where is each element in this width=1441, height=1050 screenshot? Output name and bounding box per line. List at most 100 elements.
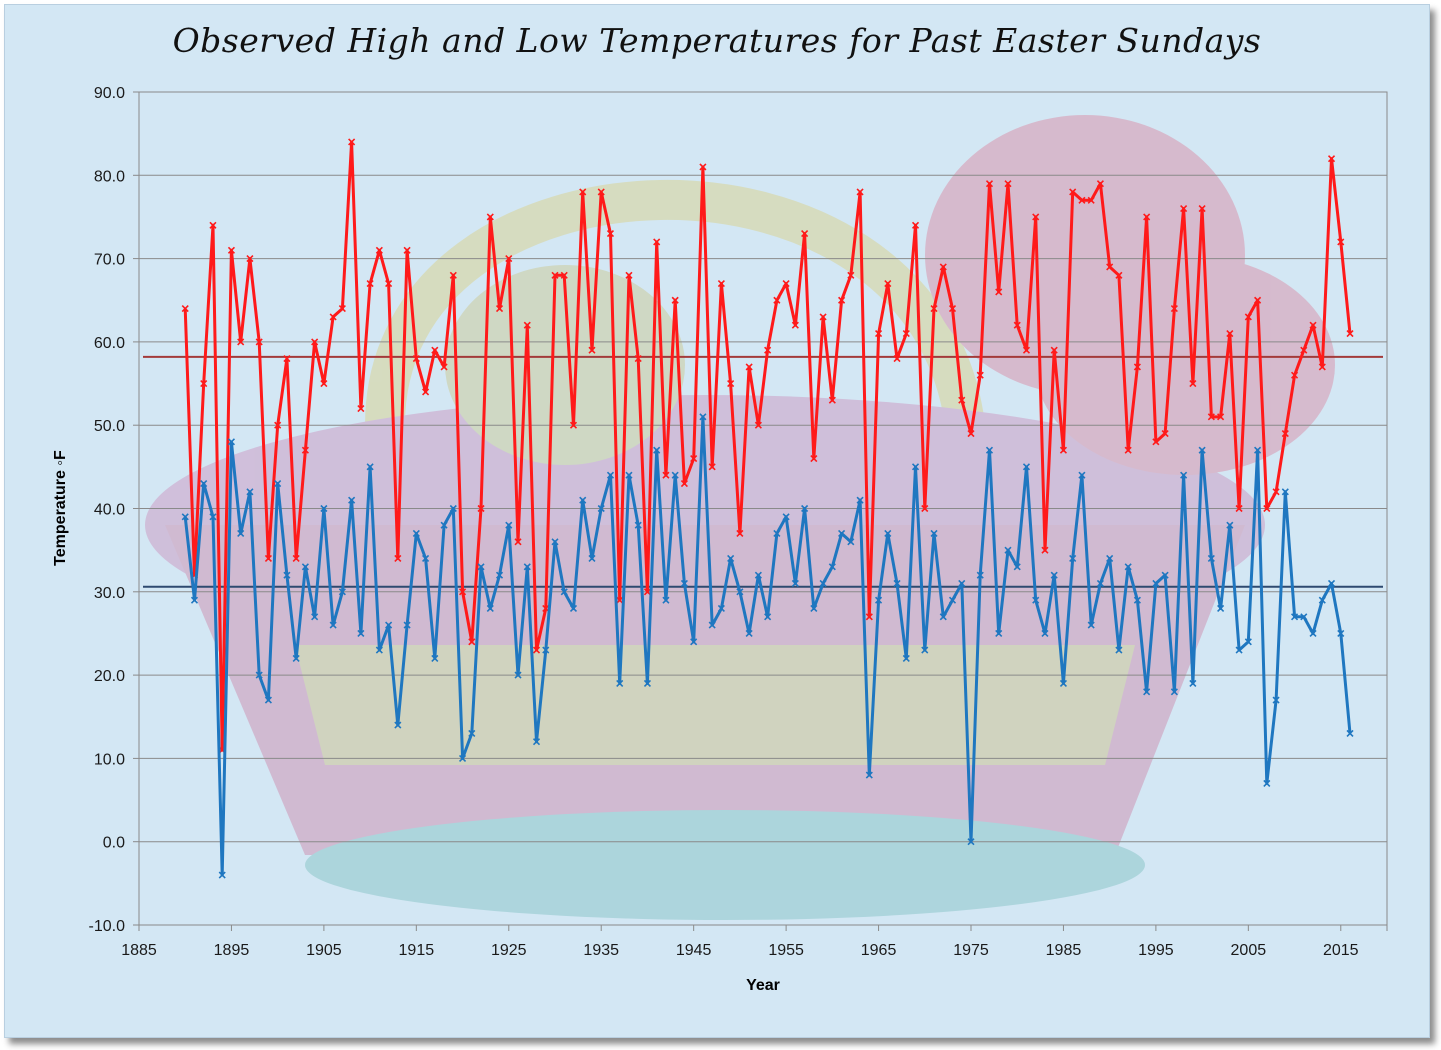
x-tick-label: 1965 <box>861 942 897 959</box>
data-point <box>227 438 236 446</box>
data-point <box>579 496 587 504</box>
data-point <box>422 554 430 563</box>
data-point <box>634 521 642 529</box>
data-point <box>292 654 300 663</box>
data-point <box>791 321 799 329</box>
data-point <box>431 346 439 354</box>
data-point <box>394 554 402 563</box>
data-point <box>773 296 781 304</box>
data-point <box>801 504 809 513</box>
data-point <box>801 230 809 238</box>
data-point <box>1004 546 1012 554</box>
x-tick-label: 2015 <box>1323 942 1359 959</box>
data-point <box>449 504 457 513</box>
y-tick-label: 90.0 <box>94 85 125 102</box>
x-tick-label: 1915 <box>399 942 435 959</box>
data-point <box>893 579 901 588</box>
data-point <box>847 271 855 279</box>
data-point <box>810 604 818 613</box>
data-point <box>292 554 300 563</box>
data-point <box>1346 729 1354 737</box>
data-point <box>348 138 356 146</box>
data-point <box>764 346 772 354</box>
data-point <box>1050 571 1058 579</box>
data-point <box>320 504 328 513</box>
data-point <box>727 379 735 388</box>
data-point <box>1170 305 1178 313</box>
y-tick-label: 80.0 <box>94 168 125 185</box>
data-point <box>569 604 578 613</box>
data-point <box>745 363 753 371</box>
data-point <box>948 596 957 604</box>
series-layer <box>181 138 1354 879</box>
data-point <box>246 255 254 263</box>
y-tick-label: 60.0 <box>94 335 125 352</box>
data-point <box>717 280 725 288</box>
series-line <box>183 415 1352 877</box>
data-point <box>597 504 605 513</box>
data-point <box>1032 596 1040 604</box>
data-point <box>1161 571 1169 579</box>
data-point <box>1263 779 1271 787</box>
data-point <box>699 413 707 421</box>
data-point <box>967 429 975 438</box>
data-point <box>958 579 966 588</box>
data-point <box>588 346 596 354</box>
data-point <box>1244 638 1252 646</box>
data-point <box>1143 213 1151 221</box>
y-tick-label: 70.0 <box>94 252 125 269</box>
data-point <box>385 280 393 288</box>
chart-plot: -10.0 0.0 10.0 20.0 30.0 40.0 50.0 60.0 70.0 80.0… <box>52 85 1388 994</box>
data-point <box>616 596 624 604</box>
data-point <box>1318 596 1326 604</box>
data-point <box>412 529 420 538</box>
data-point <box>1254 296 1262 304</box>
data-point <box>643 588 652 596</box>
y-tick-label: -10.0 <box>89 918 126 935</box>
data-point <box>828 563 836 571</box>
data-point <box>1115 271 1123 279</box>
data-point <box>412 354 420 363</box>
data-point <box>1152 579 1160 588</box>
data-point <box>1217 413 1225 421</box>
data-point <box>1198 446 1206 454</box>
data-point <box>1152 438 1160 446</box>
data-point <box>1263 504 1271 513</box>
data-point <box>616 679 624 687</box>
data-point <box>1318 363 1326 371</box>
data-point <box>939 613 947 621</box>
data-point <box>606 471 615 479</box>
data-point <box>671 471 679 479</box>
data-point <box>422 388 430 396</box>
chart-frame: Observed High and Low Temperatures for P… <box>4 4 1430 1038</box>
data-point <box>690 454 698 463</box>
data-point <box>560 271 568 279</box>
data-point <box>1096 180 1104 188</box>
data-point <box>1226 330 1234 338</box>
data-point <box>200 479 208 488</box>
data-point <box>1022 346 1031 354</box>
data-point <box>911 221 920 229</box>
data-point <box>1244 313 1252 321</box>
data-point <box>200 379 208 388</box>
data-point <box>495 305 504 313</box>
data-point <box>625 471 633 479</box>
data-point <box>1050 346 1058 354</box>
data-point <box>995 288 1003 296</box>
data-point <box>1096 579 1104 588</box>
data-point <box>662 471 670 479</box>
data-point <box>1198 205 1206 213</box>
data-point <box>1133 596 1141 604</box>
data-point <box>1087 621 1095 629</box>
data-point <box>366 280 374 288</box>
y-tick-label: 20.0 <box>94 668 125 685</box>
data-point <box>930 305 938 313</box>
x-tick-label: 1955 <box>768 942 804 959</box>
x-tick-label: 1935 <box>583 942 619 959</box>
data-point <box>690 638 698 646</box>
data-point <box>1124 563 1132 571</box>
data-point <box>440 521 448 529</box>
data-point <box>782 513 790 521</box>
data-point <box>1143 688 1151 696</box>
data-point <box>505 521 513 529</box>
